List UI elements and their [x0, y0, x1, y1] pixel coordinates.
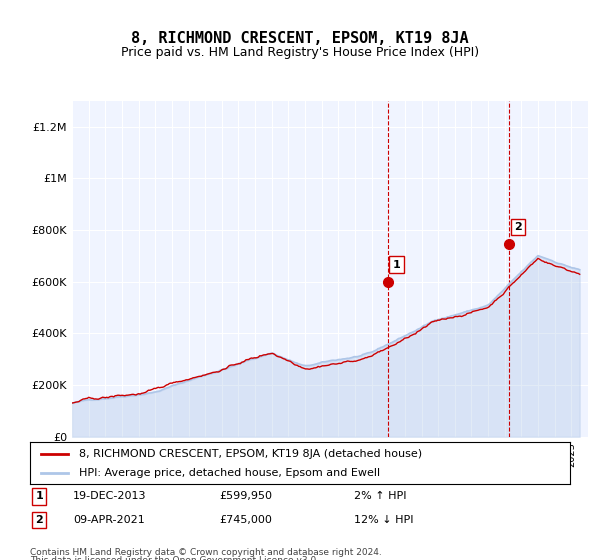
Text: 2: 2	[35, 515, 43, 525]
Text: 1: 1	[393, 259, 401, 269]
Text: 8, RICHMOND CRESCENT, EPSOM, KT19 8JA (detached house): 8, RICHMOND CRESCENT, EPSOM, KT19 8JA (d…	[79, 449, 422, 459]
Text: £599,950: £599,950	[219, 491, 272, 501]
Text: 19-DEC-2013: 19-DEC-2013	[73, 491, 146, 501]
Text: HPI: Average price, detached house, Epsom and Ewell: HPI: Average price, detached house, Epso…	[79, 468, 380, 478]
Text: £745,000: £745,000	[219, 515, 272, 525]
Text: 2% ↑ HPI: 2% ↑ HPI	[354, 491, 407, 501]
Text: Price paid vs. HM Land Registry's House Price Index (HPI): Price paid vs. HM Land Registry's House …	[121, 46, 479, 59]
Text: 09-APR-2021: 09-APR-2021	[73, 515, 145, 525]
Text: 12% ↓ HPI: 12% ↓ HPI	[354, 515, 413, 525]
Text: 1: 1	[35, 491, 43, 501]
Text: Contains HM Land Registry data © Crown copyright and database right 2024.: Contains HM Land Registry data © Crown c…	[30, 548, 382, 557]
Text: 8, RICHMOND CRESCENT, EPSOM, KT19 8JA: 8, RICHMOND CRESCENT, EPSOM, KT19 8JA	[131, 31, 469, 46]
Text: This data is licensed under the Open Government Licence v3.0.: This data is licensed under the Open Gov…	[30, 556, 319, 560]
Text: 2: 2	[514, 222, 522, 232]
